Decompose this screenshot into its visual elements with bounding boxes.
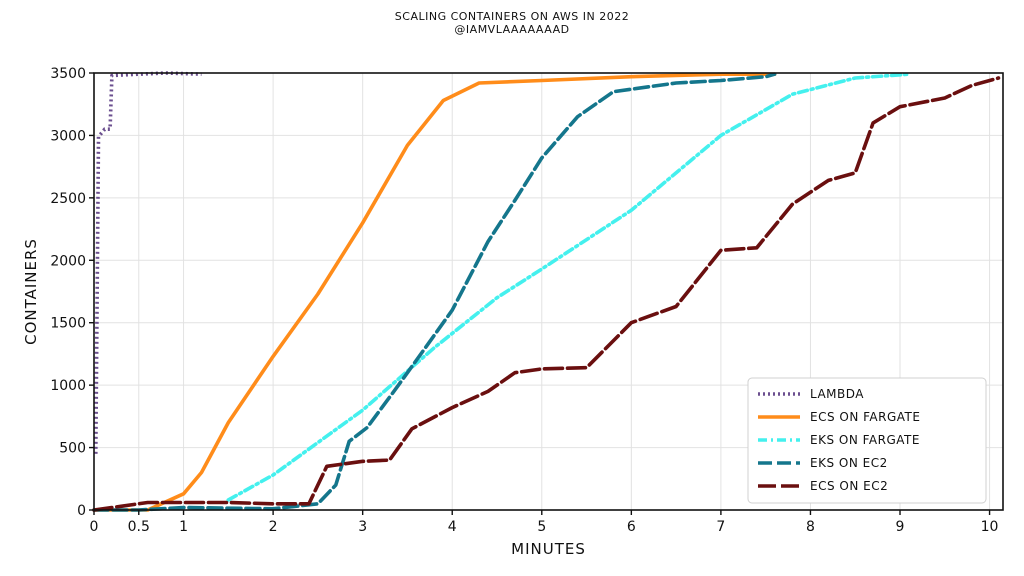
series-line-3 (92, 72, 777, 512)
x-tick-label: 1 (179, 519, 188, 535)
y-axis-ticks: 0 500 1000 1500 2000 2500 3000 3500 (50, 66, 94, 519)
y-tick-label: 2000 (50, 253, 86, 269)
x-tick-label: 0.5 (128, 519, 150, 535)
legend-box (747, 377, 987, 504)
x-tick-label: 2 (269, 519, 278, 535)
y-tick-label: 1500 (50, 316, 86, 332)
y-tick-label: 2500 (50, 191, 86, 207)
chart-title-block: SCALING CONTAINERS ON AWS IN 2022 @IAMVL… (0, 10, 1024, 36)
x-tick-label: 8 (806, 519, 815, 535)
series-line-0 (94, 71, 202, 454)
y-tick-label: 0 (77, 503, 86, 519)
legend-label: LAMBDA (810, 387, 864, 401)
series-line-4 (92, 76, 1001, 512)
chart-subtitle: @IAMVLAAAAAAAD (454, 23, 570, 36)
x-tick-label: 5 (537, 519, 546, 535)
legend-label: EKS ON EC2 (810, 456, 888, 470)
x-axis-ticks: 0 0.5 1 2 3 4 5 6 7 8 9 10 (90, 510, 999, 535)
x-tick-label: 9 (896, 519, 905, 535)
series-line-1 (92, 72, 777, 512)
legend-label: ECS ON FARGATE (810, 410, 920, 424)
legend: LAMBDA ECS ON FARGATE EKS ON FARGATE EKS ON… (747, 377, 987, 504)
series-line-2 (226, 72, 911, 502)
y-axis-label: CONTAINERS (22, 238, 40, 345)
legend-label: ECS ON EC2 (810, 479, 888, 493)
y-tick-label: 3000 (50, 128, 86, 144)
x-tick-label: 0 (90, 519, 99, 535)
chart-title: SCALING CONTAINERS ON AWS IN 2022 (394, 10, 630, 23)
y-tick-label: 1000 (50, 378, 86, 394)
plot-frame (93, 72, 1004, 511)
x-axis-label: MINUTES (511, 540, 586, 558)
x-tick-label: 6 (627, 519, 636, 535)
y-tick-label: 3500 (50, 66, 86, 82)
x-tick-label: 4 (448, 519, 457, 535)
y-tick-label: 500 (59, 441, 86, 457)
legend-label: EKS ON FARGATE (810, 433, 920, 447)
x-tick-label: 10 (981, 519, 999, 535)
x-tick-label: 7 (716, 519, 725, 535)
x-tick-label: 3 (358, 519, 367, 535)
